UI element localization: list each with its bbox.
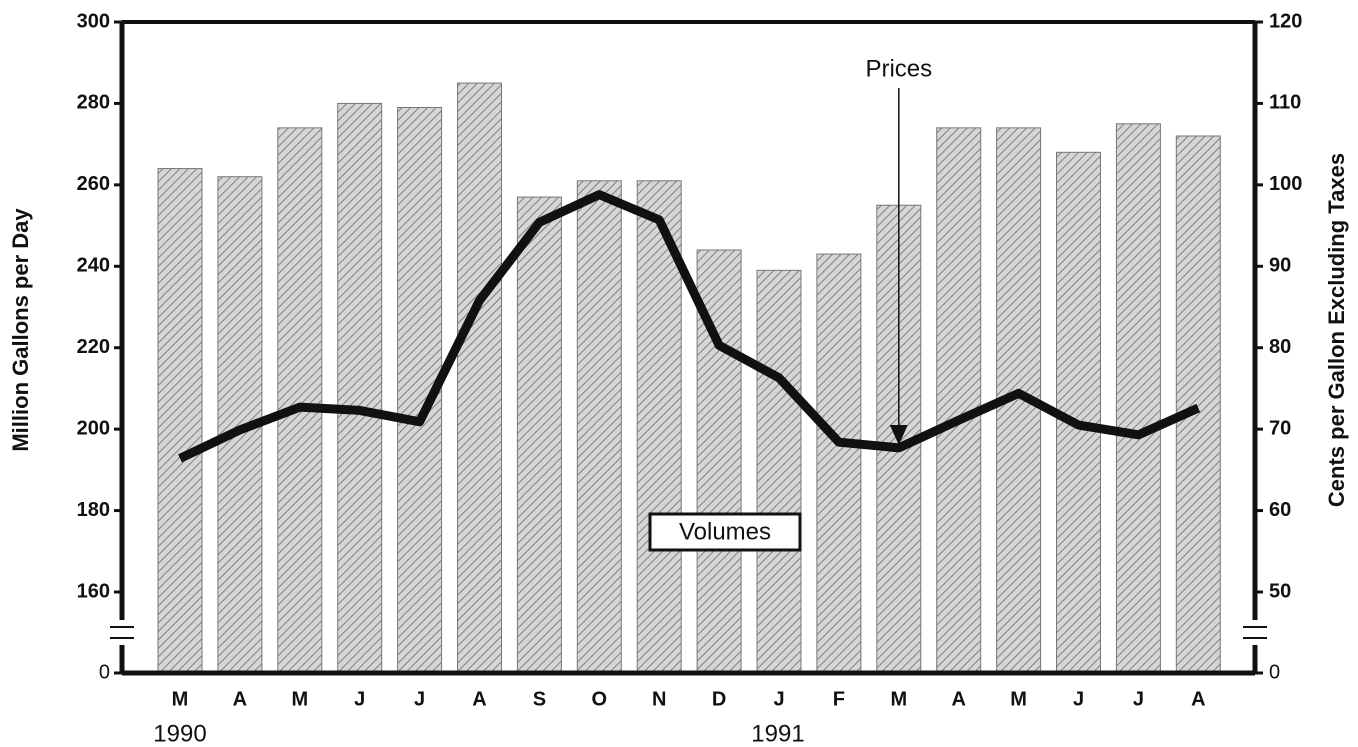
bar bbox=[576, 180, 622, 674]
y-tick-label: 240 bbox=[77, 255, 110, 277]
bar bbox=[157, 168, 203, 674]
bar bbox=[337, 102, 383, 674]
series-annotation: Volumes bbox=[679, 518, 771, 545]
bar bbox=[936, 127, 982, 674]
y-tick-label: 200 bbox=[77, 417, 110, 439]
x-tick-label: M bbox=[172, 688, 189, 710]
annotation-arrowhead bbox=[889, 425, 908, 445]
y-tick-label: 160 bbox=[77, 580, 110, 602]
price-line bbox=[178, 190, 1201, 463]
y-tick-label: 0 bbox=[99, 661, 110, 683]
x-tick-label: N bbox=[652, 688, 666, 710]
x-tick-label: D bbox=[712, 688, 726, 710]
y-tick-label: 220 bbox=[77, 336, 110, 358]
bar bbox=[277, 127, 323, 674]
x-tick-label: A bbox=[1191, 688, 1205, 710]
series-annotation: Prices bbox=[865, 55, 932, 82]
y2-tick-label: 50 bbox=[1269, 580, 1291, 602]
annotation-box bbox=[648, 512, 802, 552]
bar bbox=[756, 269, 802, 674]
bar bbox=[636, 180, 682, 674]
x-tick-label: S bbox=[533, 688, 546, 710]
y-tick-label: 280 bbox=[77, 92, 110, 114]
x-tick-label: J bbox=[1133, 688, 1144, 710]
y-tick-label: 260 bbox=[77, 173, 110, 195]
bar bbox=[457, 82, 502, 674]
y2-tick-label: 120 bbox=[1269, 10, 1302, 32]
x-tick-label: M bbox=[890, 688, 907, 710]
x-tick-label: O bbox=[592, 688, 608, 710]
x-tick-label: A bbox=[233, 688, 247, 710]
y-tick-label: 180 bbox=[77, 499, 110, 521]
x-tick-label: M bbox=[291, 688, 308, 710]
y-tick-label: 300 bbox=[77, 10, 110, 32]
y-axis-title: Million Gallons per Day bbox=[8, 208, 33, 452]
bar bbox=[1175, 135, 1221, 674]
y2-tick-label: 0 bbox=[1269, 661, 1280, 683]
year-label: 1991 bbox=[751, 720, 804, 747]
x-tick-label: M bbox=[1010, 688, 1027, 710]
x-tick-label: J bbox=[354, 688, 365, 710]
x-tick-label: F bbox=[833, 688, 845, 710]
x-tick-label: A bbox=[472, 688, 486, 710]
y2-tick-label: 70 bbox=[1269, 417, 1291, 439]
y2-tick-label: 110 bbox=[1269, 92, 1301, 114]
y2-tick-label: 90 bbox=[1269, 255, 1291, 277]
x-tick-label: J bbox=[773, 688, 784, 710]
x-tick-label: A bbox=[951, 688, 965, 710]
bar bbox=[516, 196, 562, 674]
bar bbox=[816, 253, 862, 674]
y2-tick-label: 80 bbox=[1269, 336, 1291, 358]
y2-axis-title: Cents per Gallon Excluding Taxes bbox=[1324, 153, 1349, 507]
x-tick-label: J bbox=[1073, 688, 1084, 710]
bar bbox=[1115, 123, 1161, 674]
x-tick-label: J bbox=[414, 688, 425, 710]
year-label: 1990 bbox=[153, 720, 206, 747]
y2-tick-label: 60 bbox=[1269, 499, 1291, 521]
y2-tick-label: 100 bbox=[1269, 173, 1302, 195]
